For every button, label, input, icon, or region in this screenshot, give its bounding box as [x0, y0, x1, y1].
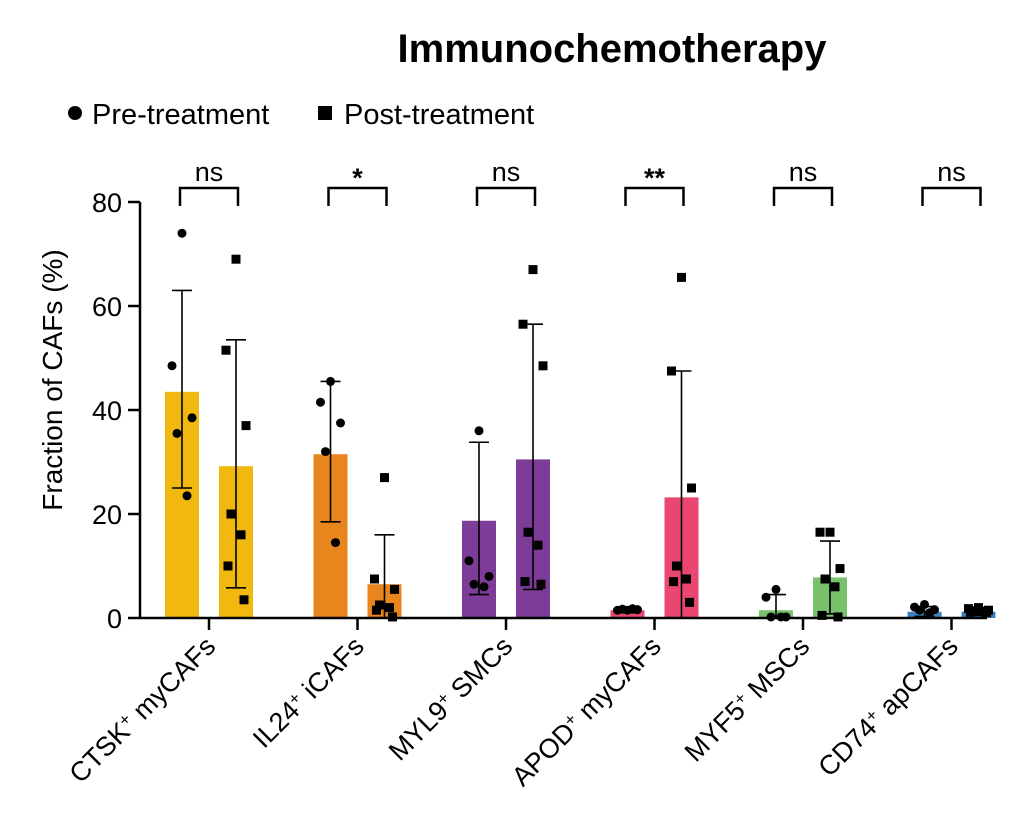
data-point-post [221, 345, 231, 355]
data-point-post [672, 561, 681, 571]
legend-label-post: Post-treatment [344, 99, 534, 131]
bars [165, 391, 996, 618]
significance-bracket [178, 186, 240, 206]
data-point-pre [187, 413, 197, 423]
data-point-post [380, 473, 389, 483]
data-point-post [241, 421, 251, 431]
significance-bracket [772, 186, 834, 206]
data-point-post [682, 574, 691, 584]
y-tick-label: 40 [92, 396, 122, 426]
y-tick-label: 20 [92, 500, 122, 530]
significance-label: ns [195, 157, 224, 187]
data-point-post [669, 577, 678, 587]
data-point-pre [484, 571, 494, 581]
data-point-pre [177, 228, 187, 238]
error-bars [172, 289, 989, 619]
legend-marker-post [318, 106, 332, 120]
significance-label: * [352, 163, 363, 193]
legend-label-pre: Pre-treatment [92, 99, 269, 131]
x-tick-label: APOD+ myCAFs [506, 631, 667, 792]
data-point-post [687, 483, 696, 493]
data-point-pre [167, 361, 177, 371]
data-point-pre [316, 397, 325, 407]
data-point-post [538, 361, 548, 371]
y-axis: 0 20 40 60 80 [92, 188, 142, 634]
data-point-post [528, 265, 538, 275]
significance-bracket [624, 186, 685, 206]
data-point-pre [618, 604, 627, 614]
data-point-pre [469, 579, 479, 589]
y-axis-label: Fraction of CAFs (%) [37, 249, 68, 510]
x-tick-label: MYL9+ SMCs [382, 631, 518, 767]
data-point-post [523, 527, 533, 537]
data-point-post [390, 584, 399, 594]
data-point-pre [331, 538, 340, 548]
x-tick-label: CTSK+ myCAFs [63, 631, 221, 789]
data-point-pre [336, 418, 345, 428]
legend-marker-pre [68, 106, 82, 120]
data-point-post [518, 319, 528, 329]
data-point-post [375, 600, 384, 610]
significance-label: ns [492, 157, 521, 187]
data-point-pre [915, 605, 924, 615]
data-point-post [239, 595, 249, 605]
data-point-post [825, 527, 835, 537]
data-point-post [236, 530, 246, 540]
data-point-post [982, 608, 991, 618]
data-point-pre [761, 592, 771, 602]
data-point-pre [172, 428, 182, 438]
data-point-post [677, 272, 686, 282]
significance-label: ns [789, 157, 818, 187]
significance-bracket [327, 186, 388, 206]
data-point-pre [628, 604, 637, 614]
significance-label: ** [644, 163, 666, 193]
significance-brackets: ns * ns ** ns ns [178, 157, 982, 206]
data-point-pre [182, 491, 192, 501]
data-point-post [231, 254, 241, 264]
data-point-post [667, 366, 676, 376]
data-point-post [520, 577, 530, 587]
significance-label: ns [937, 157, 966, 187]
data-point-post [830, 582, 840, 592]
data-point-post [533, 540, 543, 550]
y-tick-label: 0 [107, 604, 122, 634]
data-point-post [226, 509, 236, 519]
x-tick-label: MYF5+ MSCs [678, 631, 815, 768]
chart-title: Immunochemotherapy [398, 27, 828, 71]
x-tick-label: CD74+ apCAFs [812, 631, 964, 783]
significance-bracket [475, 186, 537, 206]
significance-bracket [921, 186, 982, 206]
data-point-pre [326, 376, 335, 386]
data-point-pre [464, 556, 474, 566]
data-point-post [835, 564, 845, 574]
data-points [167, 228, 993, 622]
data-point-post [685, 597, 694, 607]
legend: Pre-treatment Post-treatment [68, 99, 534, 131]
data-point-pre [479, 582, 489, 592]
data-point-post [385, 603, 394, 613]
y-tick-label: 80 [92, 188, 122, 218]
data-point-post [966, 607, 975, 617]
data-point-pre [474, 426, 484, 436]
data-point-pre [321, 447, 330, 457]
data-point-post [820, 574, 830, 584]
data-point-post [223, 561, 233, 571]
data-point-post [815, 527, 825, 537]
x-tick-label: IL24+ iCAFs [247, 631, 370, 754]
data-point-post [536, 579, 546, 589]
data-point-pre [771, 584, 781, 594]
data-point-post [372, 605, 381, 615]
data-point-post [370, 574, 379, 584]
data-point-post [817, 610, 827, 620]
y-tick-label: 60 [92, 292, 122, 322]
data-point-pre [925, 608, 934, 618]
data-point-post [974, 603, 983, 613]
